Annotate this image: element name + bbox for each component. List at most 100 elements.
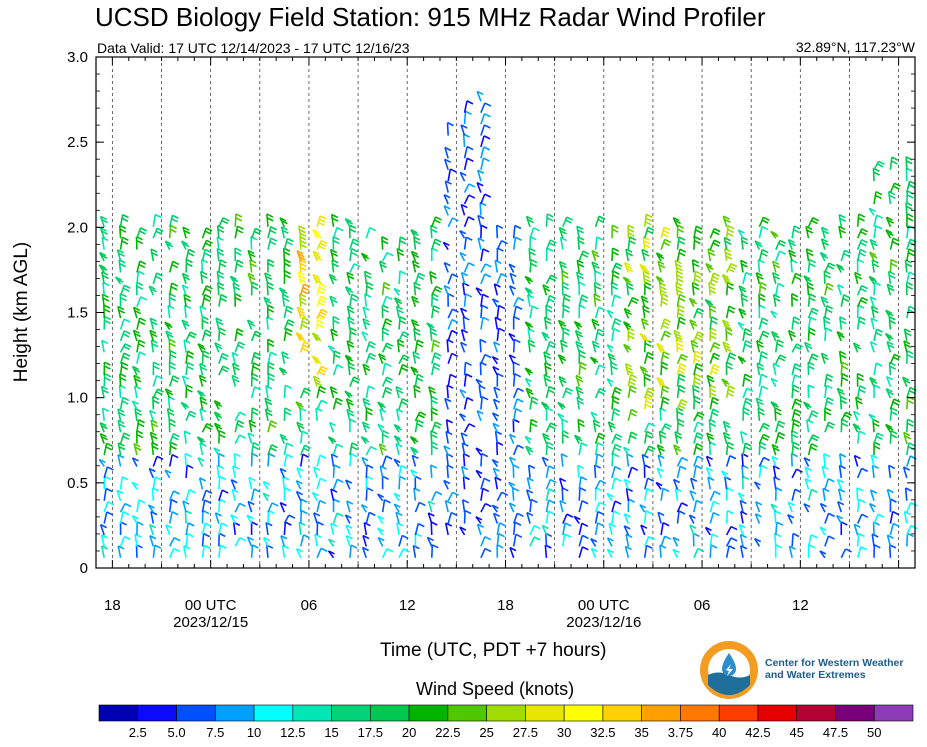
wind-barb-flag bbox=[788, 238, 795, 244]
wind-barb-flag bbox=[707, 476, 715, 481]
wind-barb-flag bbox=[137, 422, 145, 428]
wind-barb-flag bbox=[217, 251, 225, 256]
wind-barb-flag bbox=[806, 229, 814, 234]
wind-barb-flag bbox=[318, 245, 326, 250]
wind-barb-flag bbox=[329, 421, 336, 427]
wind-barb-staff bbox=[493, 341, 499, 353]
wind-barb-staff bbox=[476, 182, 482, 193]
wind-barb-flag bbox=[639, 263, 647, 269]
wind-barb-flag bbox=[269, 229, 277, 234]
wind-barb-flag bbox=[894, 353, 901, 359]
wind-barb-staff bbox=[414, 411, 421, 422]
wind-barb-staff bbox=[148, 285, 155, 296]
wind-barb-flag bbox=[382, 475, 389, 481]
wind-barb-staff bbox=[693, 455, 699, 467]
wind-barb-staff bbox=[312, 229, 318, 239]
wind-barb-staff bbox=[230, 514, 236, 524]
wind-barb-flag bbox=[727, 268, 735, 273]
wind-barb-staff bbox=[660, 535, 666, 547]
wind-barb-flag bbox=[330, 248, 338, 254]
wind-barb-flag bbox=[755, 242, 763, 248]
wind-barb-staff bbox=[576, 465, 581, 478]
wind-barb-flag bbox=[543, 351, 551, 356]
wind-barb-flag bbox=[892, 522, 900, 528]
wind-barb-flag bbox=[199, 442, 207, 447]
wind-barb-flag bbox=[101, 218, 109, 224]
wind-barb-staff bbox=[591, 340, 597, 353]
wind-barb-flag bbox=[695, 446, 703, 451]
wind-barb-flag bbox=[476, 410, 484, 415]
wind-barb-staff bbox=[414, 340, 419, 353]
wind-barb-flag bbox=[171, 282, 179, 287]
wind-barb-flag bbox=[679, 293, 686, 299]
wind-barb-flag bbox=[138, 263, 146, 269]
wind-barb-flag bbox=[138, 320, 146, 326]
wind-barb-flag bbox=[368, 385, 375, 390]
wind-barb-staff bbox=[689, 319, 695, 330]
wind-barb-staff bbox=[889, 523, 895, 536]
wind-barb-flag bbox=[379, 260, 387, 265]
wind-barb-flag bbox=[760, 373, 768, 378]
wind-barb-staff bbox=[824, 513, 830, 524]
wind-barb-staff bbox=[708, 305, 712, 319]
wind-barb-flag bbox=[892, 185, 900, 190]
wind-barb-flag bbox=[803, 457, 811, 462]
wind-barb-staff bbox=[906, 455, 912, 467]
wind-barb-flag bbox=[838, 333, 845, 339]
wind-barb-flag bbox=[120, 296, 127, 302]
wind-barb-staff bbox=[264, 272, 269, 285]
wind-barb-flag bbox=[793, 316, 801, 321]
wind-barb-staff bbox=[672, 548, 679, 559]
wind-barb-staff bbox=[365, 446, 372, 456]
wind-barb-flag bbox=[648, 445, 656, 450]
wind-barb-staff bbox=[119, 343, 126, 353]
wind-barb-staff bbox=[446, 385, 449, 399]
wind-barb-staff bbox=[725, 352, 731, 364]
wind-barb-staff bbox=[676, 457, 683, 467]
wind-barb-flag bbox=[312, 355, 319, 360]
wind-barb-flag bbox=[377, 536, 385, 542]
wind-barb-flag bbox=[709, 304, 717, 309]
wind-barb-flag bbox=[384, 321, 392, 326]
wind-barb-flag bbox=[430, 464, 438, 469]
wind-barb-staff bbox=[873, 225, 877, 239]
wind-barb-flag bbox=[593, 343, 600, 349]
wind-barb-flag bbox=[269, 240, 277, 246]
wind-barb-flag bbox=[268, 509, 275, 515]
wind-barb-staff bbox=[119, 284, 126, 296]
wind-barb-flag bbox=[399, 475, 407, 481]
wind-barb-flag bbox=[498, 532, 505, 538]
wind-barb-staff bbox=[755, 398, 761, 410]
wind-barb-flag bbox=[663, 351, 670, 356]
wind-barb-flag bbox=[205, 425, 212, 430]
wind-barb-flag bbox=[347, 412, 355, 417]
wind-barb-staff bbox=[742, 340, 747, 353]
wind-barb-flag bbox=[841, 422, 849, 427]
wind-barb-staff bbox=[201, 227, 207, 239]
wind-barb-flag bbox=[234, 251, 242, 256]
wind-barb-staff bbox=[152, 227, 158, 239]
wind-barb-staff bbox=[656, 377, 662, 387]
wind-barb-flag bbox=[772, 260, 780, 266]
wind-barb-flag bbox=[494, 259, 502, 265]
wind-barb-flag bbox=[758, 296, 766, 302]
wind-barb-flag bbox=[197, 436, 204, 441]
wind-barb-flag bbox=[315, 256, 322, 261]
wind-barb-staff bbox=[413, 488, 417, 501]
wind-barb-flag bbox=[149, 523, 157, 529]
wind-barb-flag bbox=[220, 259, 227, 264]
wind-barb-flag bbox=[740, 545, 748, 550]
wind-barb-flag bbox=[399, 270, 407, 275]
wind-barb-staff bbox=[543, 374, 548, 387]
wind-barb-flag bbox=[369, 352, 377, 358]
wind-barb-flag bbox=[910, 524, 918, 530]
wind-barb-staff bbox=[299, 341, 305, 353]
wind-barb-flag bbox=[363, 321, 371, 326]
wind-barb-flag bbox=[526, 215, 533, 221]
wind-barb-flag bbox=[188, 413, 196, 418]
wind-barb-flag bbox=[172, 214, 179, 219]
wind-barb-flag bbox=[265, 521, 273, 527]
wind-barb-flag bbox=[281, 436, 288, 441]
wind-barb-staff bbox=[479, 339, 482, 353]
x-tick-label: 06 bbox=[301, 597, 318, 614]
